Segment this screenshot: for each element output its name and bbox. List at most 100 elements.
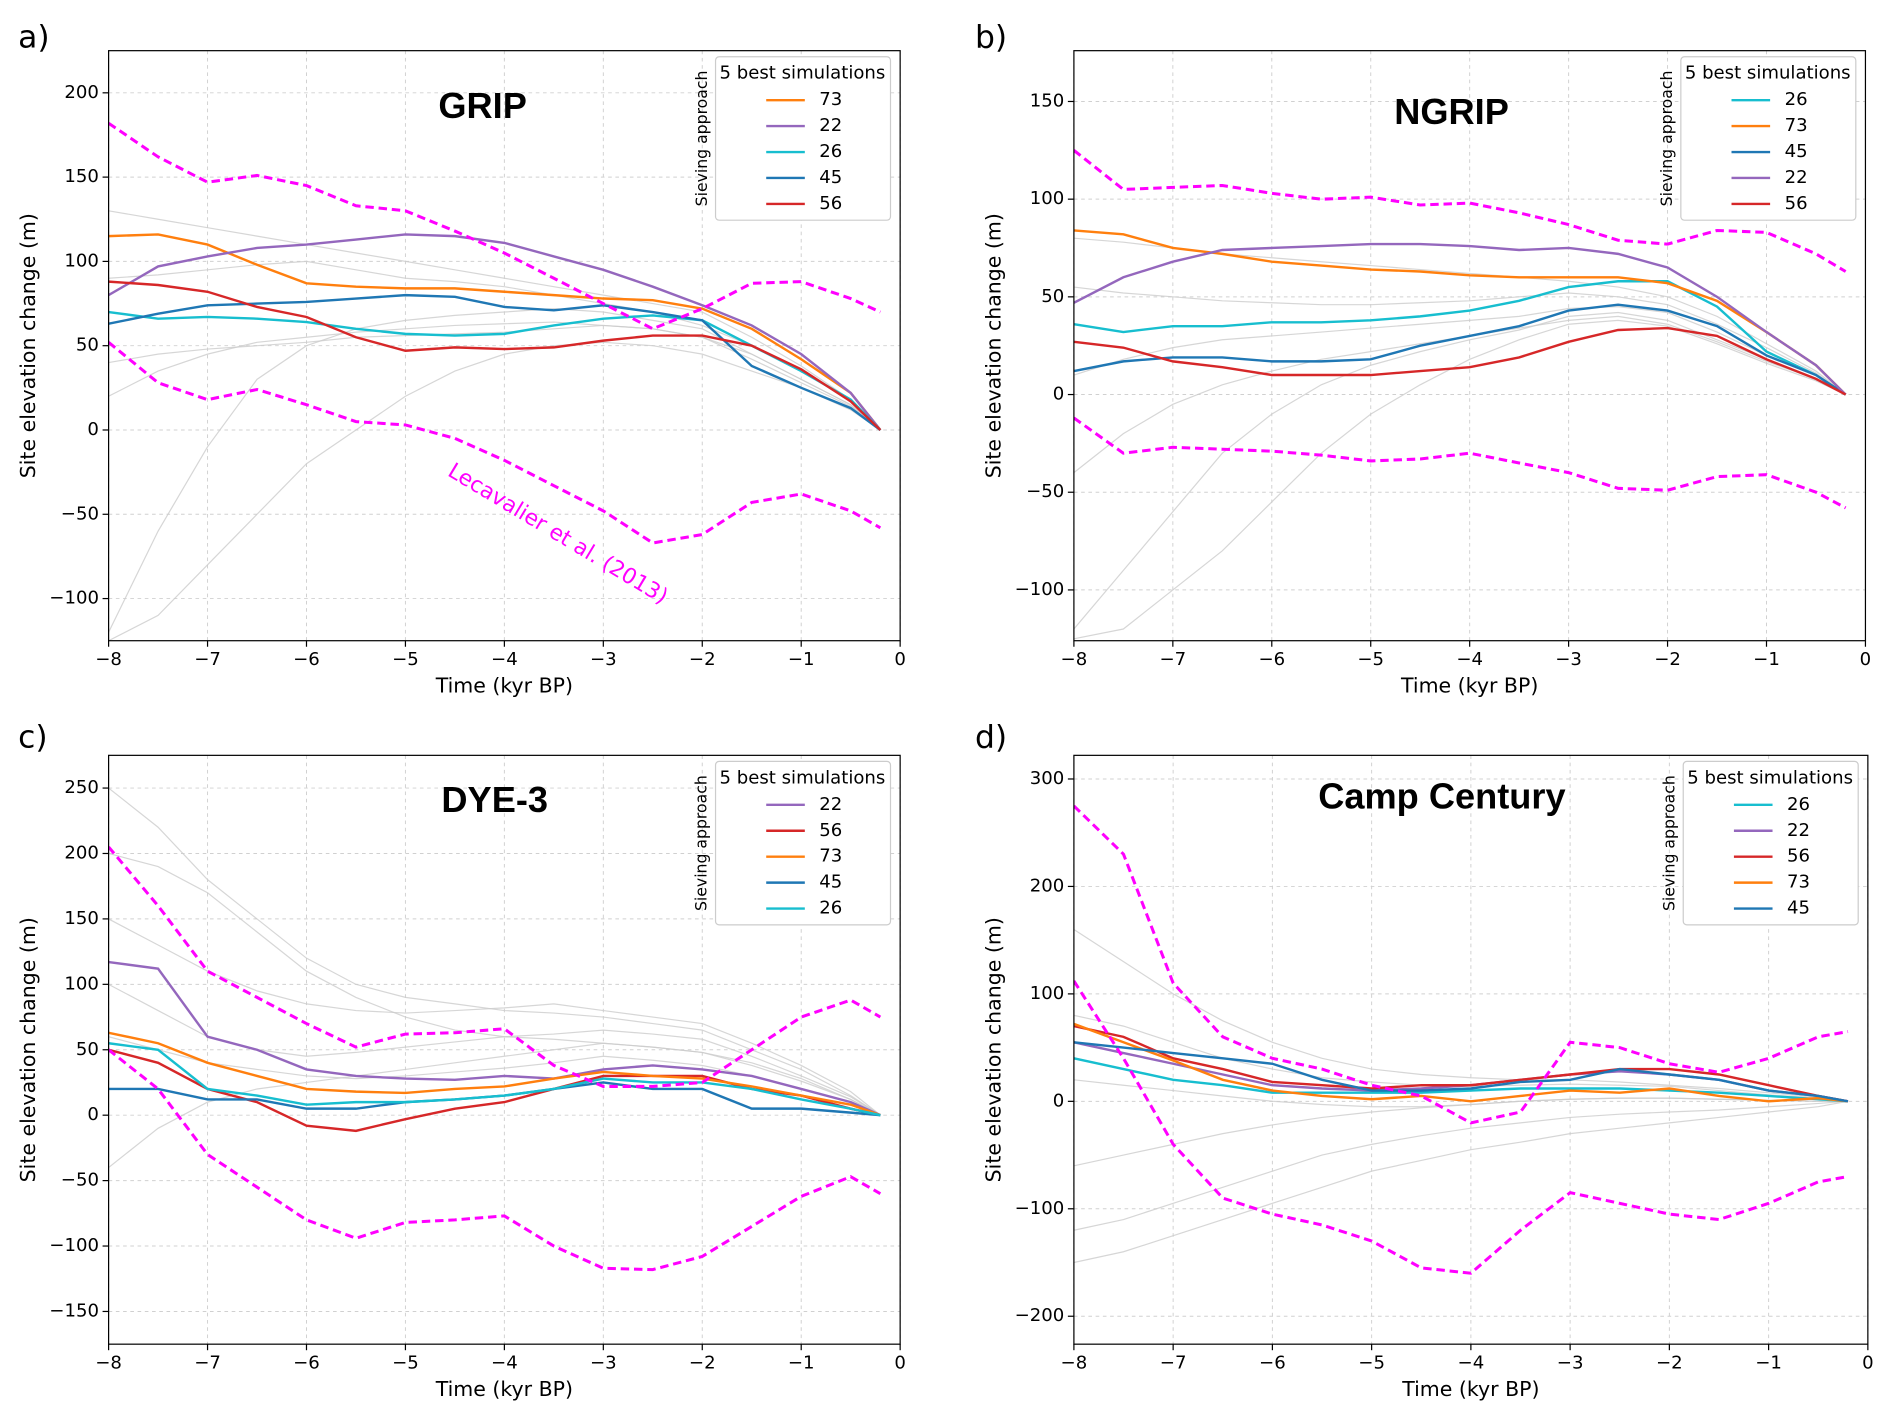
x-tick-label: −6 <box>293 649 320 670</box>
background-line <box>1073 1097 1848 1167</box>
legend-label: 45 <box>819 872 842 893</box>
background-line <box>108 918 881 1116</box>
panel-title: GRIP <box>438 85 526 126</box>
y-tick-label: 100 <box>64 250 99 271</box>
panel-title: NGRIP <box>1394 91 1509 132</box>
x-tick-label: −3 <box>590 1352 617 1373</box>
series-line <box>108 293 882 432</box>
legend-box <box>1682 760 1859 926</box>
series-line <box>1073 1022 1849 1103</box>
legend-title: 5 best simulations <box>1685 63 1851 84</box>
legend-label: 73 <box>1787 872 1810 893</box>
series-line <box>1073 1024 1849 1103</box>
legend-label: 22 <box>819 115 842 136</box>
x-axis-label: Time (kyr BP) <box>1401 1377 1539 1401</box>
x-tick-label: −2 <box>1654 649 1681 670</box>
x-tick-label: 0 <box>894 1352 906 1373</box>
series-line <box>108 1042 881 1117</box>
y-tick-label: 150 <box>64 166 99 187</box>
y-axis-label: Site elevation change (m) <box>981 213 1005 478</box>
legend-side-label: Sieving approach <box>1657 71 1676 207</box>
x-tick-label: −1 <box>788 649 815 670</box>
y-tick-label: 0 <box>87 1104 99 1125</box>
y-tick-label: 0 <box>1053 384 1065 405</box>
x-tick-label: −7 <box>194 1352 221 1373</box>
x-tick-label: −1 <box>1755 1352 1782 1373</box>
legend-label: 73 <box>819 846 842 867</box>
background-line <box>1073 1100 1849 1264</box>
legend-label: 26 <box>819 141 842 162</box>
x-axis-label: Time (kyr BP) <box>1400 674 1538 698</box>
y-tick-label: −100 <box>1015 1198 1065 1219</box>
legend-label: 56 <box>1787 846 1810 867</box>
panel: −8 −7 −6 −5 −4 −3 −2 −1 0 −100 −50 0 50 100 150 200 a) GR… <box>16 20 906 698</box>
x-tick-label: −7 <box>194 649 221 670</box>
series-line <box>108 960 881 1117</box>
legend-label: 22 <box>1785 167 1808 188</box>
y-tick-label: 200 <box>1030 875 1065 896</box>
x-tick-label: −8 <box>1061 1352 1088 1373</box>
panel-title: Camp Century <box>1318 775 1565 816</box>
legend-label: 73 <box>1785 115 1808 136</box>
plot-area <box>108 787 882 1272</box>
legend-label: 56 <box>1785 193 1808 214</box>
x-tick-label: −7 <box>1160 1352 1187 1373</box>
bound-line <box>1073 980 1849 1275</box>
x-tick-label: −4 <box>491 649 518 670</box>
panel-label: c) <box>18 719 47 755</box>
x-tick-label: 0 <box>894 649 906 670</box>
bound-line <box>108 1048 882 1272</box>
plot-frame <box>1073 754 1869 1345</box>
legend-label: 22 <box>819 794 842 815</box>
y-tick-label: −50 <box>61 503 99 524</box>
x-tick-label: −8 <box>95 649 122 670</box>
series-line <box>108 1048 881 1133</box>
y-tick-label: 300 <box>1030 768 1065 789</box>
x-tick-label: −4 <box>1456 649 1483 670</box>
series-line <box>1073 229 1847 396</box>
bound-line <box>1073 804 1849 1125</box>
bound-line <box>108 121 881 331</box>
background-line <box>1073 319 1846 640</box>
y-tick-label: 50 <box>76 335 99 356</box>
series-line <box>1073 1041 1849 1103</box>
y-tick-label: 200 <box>64 82 99 103</box>
x-tick-label: −4 <box>491 1352 518 1373</box>
y-tick-label: 50 <box>76 1039 99 1060</box>
legend-side-label: Sieving approach <box>692 71 711 207</box>
x-tick-label: −8 <box>1061 649 1088 670</box>
legend-label: 26 <box>819 898 842 919</box>
y-axis-label: Site elevation change (m) <box>981 917 1005 1182</box>
y-tick-label: −150 <box>49 1300 99 1321</box>
panel: −8 −7 −6 −5 −4 −3 −2 −1 0 −150 −100 −50 0 50 100 150 200… <box>16 719 906 1401</box>
y-tick-label: 150 <box>64 908 99 929</box>
y-tick-label: −100 <box>1015 579 1065 600</box>
x-tick-label: −3 <box>1555 649 1582 670</box>
x-tick-label: 0 <box>1862 1352 1874 1373</box>
x-tick-label: −6 <box>293 1352 320 1373</box>
background-line <box>108 324 881 431</box>
x-tick-label: −5 <box>392 1352 419 1373</box>
background-line <box>1073 286 1847 396</box>
series-line <box>108 233 882 431</box>
y-tick-label: −200 <box>1015 1305 1065 1326</box>
x-axis-label: Time (kyr BP) <box>435 1377 573 1401</box>
background-line <box>1073 305 1846 396</box>
legend-label: 45 <box>1787 898 1810 919</box>
background-line <box>108 852 881 1116</box>
legend-label: 45 <box>819 167 842 188</box>
series-line <box>1073 1057 1849 1103</box>
x-tick-label: −2 <box>689 649 716 670</box>
bound-line <box>1073 149 1847 273</box>
legend-label: 45 <box>1785 141 1808 162</box>
legend-label: 26 <box>1785 89 1808 110</box>
y-tick-label: 0 <box>1053 1090 1065 1111</box>
legend-label: 22 <box>1787 820 1810 841</box>
background-line <box>1073 1100 1848 1231</box>
x-axis-label: Time (kyr BP) <box>435 674 573 698</box>
legend-box <box>714 56 892 221</box>
x-tick-label: −8 <box>95 1352 122 1373</box>
x-tick-label: −5 <box>1357 649 1384 670</box>
y-tick-label: −100 <box>49 1235 99 1256</box>
